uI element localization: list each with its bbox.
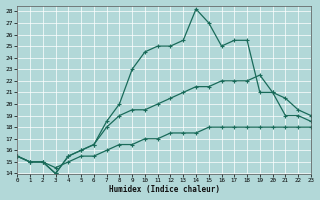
X-axis label: Humidex (Indice chaleur): Humidex (Indice chaleur): [108, 185, 220, 194]
